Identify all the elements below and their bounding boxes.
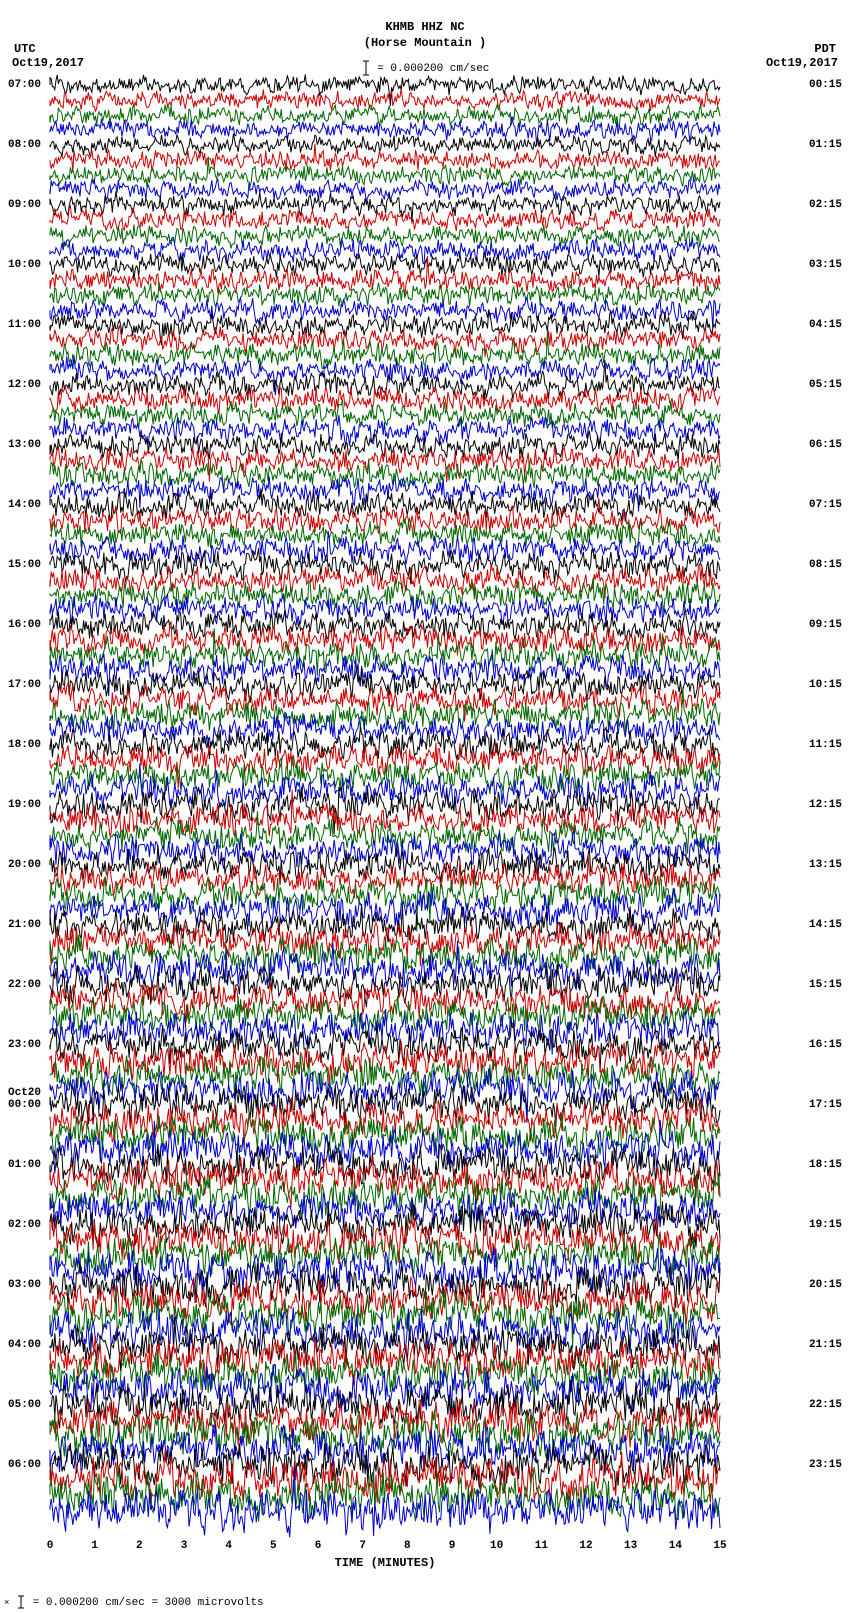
timezone-right: PDT [814,42,836,56]
y-right-time-label: 22:15 [809,1399,842,1411]
helicorder-plot [50,85,720,1535]
y-left-time-label: 10:00 [8,259,41,271]
y-left-time-label: 11:00 [8,319,41,331]
y-right-time-label: 20:15 [809,1279,842,1291]
y-left-time-label: 03:00 [8,1279,41,1291]
x-axis-tick: 2 [136,1540,143,1552]
y-right-time-label: 08:15 [809,559,842,571]
y-right-time-label: 18:15 [809,1159,842,1171]
y-left-time-label: 16:00 [8,619,41,631]
y-left-time-label: 09:00 [8,199,41,211]
y-right-time-label: 23:15 [809,1459,842,1471]
x-axis-tick: 12 [579,1540,592,1552]
x-axis-tick: 7 [359,1540,366,1552]
x-axis-tick: 13 [624,1540,637,1552]
y-left-time-label: 18:00 [8,739,41,751]
y-left-time-label: 06:00 [8,1459,41,1471]
x-axis-tick: 6 [315,1540,322,1552]
y-right-time-label: 02:15 [809,199,842,211]
y-left-time-label: 14:00 [8,499,41,511]
y-left-time-label: 20:00 [8,859,41,871]
footer-scale-text: = 0.000200 cm/sec = 3000 microvolts [33,1597,264,1609]
footer-scale: × = 0.000200 cm/sec = 3000 microvolts [4,1595,264,1609]
x-axis-tick: 8 [404,1540,411,1552]
y-right-time-label: 13:15 [809,859,842,871]
y-left-time-label: 21:00 [8,919,41,931]
seismogram-page: KHMB HHZ NC (Horse Mountain ) = 0.000200… [0,0,850,1613]
x-axis-tick: 0 [47,1540,54,1552]
y-left-time-label: 17:00 [8,679,41,691]
x-axis-tick: 4 [225,1540,232,1552]
station-location: (Horse Mountain ) [0,36,850,50]
y-right-time-label: 17:15 [809,1099,842,1111]
timezone-left: UTC [14,42,36,56]
y-right-time-label: 09:15 [809,619,842,631]
y-left-time-label: 07:00 [8,79,41,91]
x-axis-tick: 1 [91,1540,98,1552]
y-right-time-label: 07:15 [809,499,842,511]
x-axis-tick: 3 [181,1540,188,1552]
midnight-date-label: Oct20 [8,1087,41,1099]
y-right-time-label: 06:15 [809,439,842,451]
x-axis-tick: 10 [490,1540,503,1552]
x-axis-tick: 15 [713,1540,726,1552]
y-right-time-label: 15:15 [809,979,842,991]
y-right-time-label: 04:15 [809,319,842,331]
date-right: Oct19,2017 [766,56,838,70]
y-left-time-label: 02:00 [8,1219,41,1231]
y-left-time-label: 01:00 [8,1159,41,1171]
x-axis-tick: 14 [669,1540,682,1552]
y-right-time-label: 03:15 [809,259,842,271]
y-left-time-label: 04:00 [8,1339,41,1351]
y-right-time-label: 10:15 [809,679,842,691]
y-right-time-label: 01:15 [809,139,842,151]
y-right-time-label: 19:15 [809,1219,842,1231]
y-left-time-label: 05:00 [8,1399,41,1411]
station-code: KHMB HHZ NC [0,20,850,34]
x-axis-tick: 11 [535,1540,548,1552]
y-right-time-label: 00:15 [809,79,842,91]
y-left-time-label: 19:00 [8,799,41,811]
y-left-time-label: 23:00 [8,1039,41,1051]
midnight-time-label: 00:00 [8,1099,41,1111]
x-axis-tick: 5 [270,1540,277,1552]
date-left: Oct19,2017 [12,56,84,70]
y-left-time-label: 12:00 [8,379,41,391]
y-right-time-label: 12:15 [809,799,842,811]
y-right-time-label: 21:15 [809,1339,842,1351]
y-right-time-label: 11:15 [809,739,842,751]
x-axis-tick: 9 [449,1540,456,1552]
y-right-time-label: 05:15 [809,379,842,391]
x-axis-title: TIME (MINUTES) [50,1556,720,1570]
y-left-time-label: 15:00 [8,559,41,571]
y-right-time-label: 14:15 [809,919,842,931]
y-left-time-label: 08:00 [8,139,41,151]
trace-row [50,1510,720,1511]
y-left-time-label: 13:00 [8,439,41,451]
y-left-time-label: 22:00 [8,979,41,991]
y-right-time-label: 16:15 [809,1039,842,1051]
